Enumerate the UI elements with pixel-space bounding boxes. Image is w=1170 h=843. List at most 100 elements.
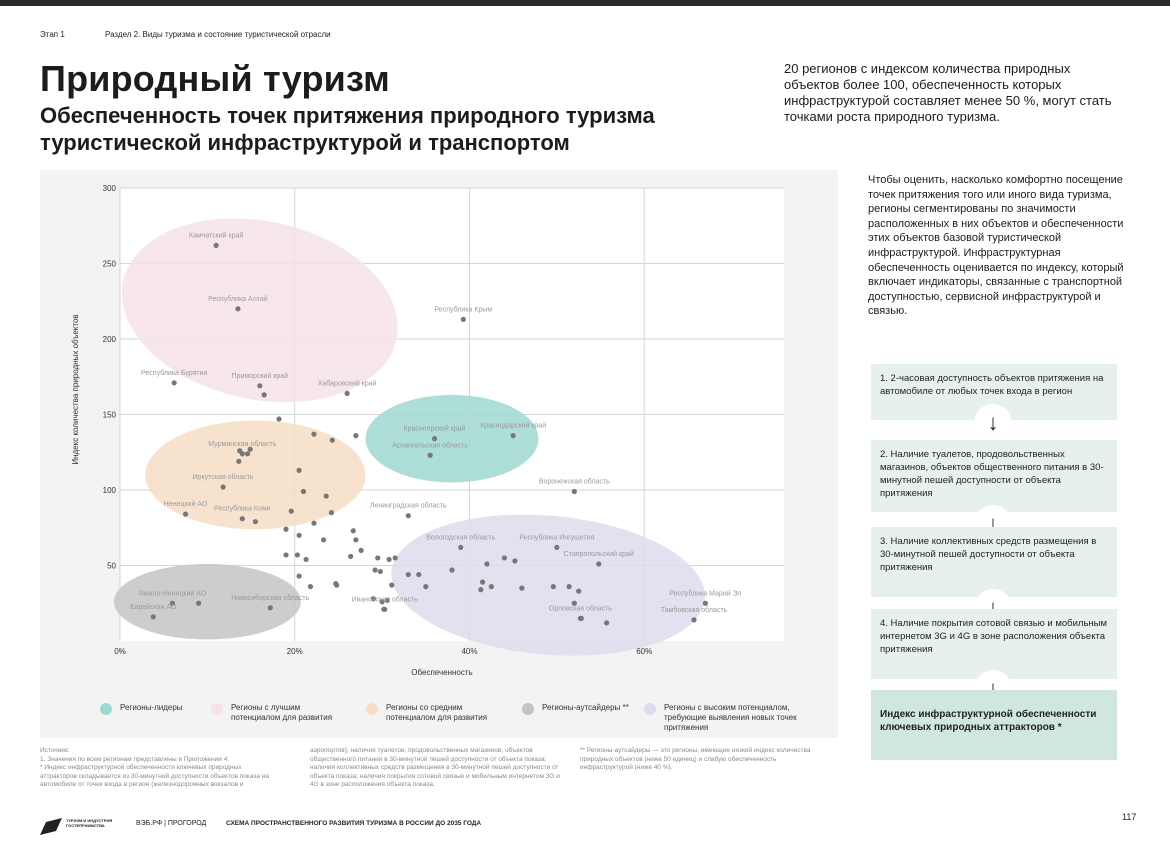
step-2: 2. Наличие туалетов, продовольственных м… xyxy=(871,440,1117,512)
step-final: Индекс инфраструктурной обеспеченности к… xyxy=(871,690,1117,760)
data-point xyxy=(353,537,359,543)
point-label: Республика Крым xyxy=(435,305,493,313)
data-point xyxy=(449,567,455,573)
data-point xyxy=(405,571,411,578)
page-title: Природный туризм xyxy=(40,58,390,99)
y-tick-label: 300 xyxy=(103,184,117,193)
data-point-labeled xyxy=(510,433,516,439)
data-point xyxy=(372,567,378,573)
footnote-col-2: аэропортов); наличия туалетов, продоволь… xyxy=(310,747,560,789)
data-point-labeled xyxy=(458,544,464,550)
data-point xyxy=(512,558,518,564)
data-point xyxy=(307,584,314,590)
data-point xyxy=(389,582,395,588)
data-point-labeled xyxy=(702,600,708,606)
arrow-down-icon: ↓ xyxy=(974,404,1012,442)
point-label: Архангельская область xyxy=(392,441,468,449)
data-point xyxy=(252,519,259,525)
data-point xyxy=(379,599,385,605)
data-point xyxy=(384,597,390,603)
data-point xyxy=(350,528,356,534)
point-label: Ставропольский край xyxy=(564,550,634,558)
legend-item-high-potential: Регионы с высоким потенциалом, требующие… xyxy=(644,703,834,733)
data-point xyxy=(604,620,610,626)
data-point xyxy=(261,392,267,398)
data-point xyxy=(296,467,302,473)
data-point xyxy=(479,579,486,585)
data-point-labeled xyxy=(431,436,438,442)
point-label: Еврейская АО xyxy=(130,603,177,611)
data-point xyxy=(333,581,339,587)
data-point xyxy=(576,588,582,594)
data-point xyxy=(311,520,317,526)
point-label: Орловская область xyxy=(549,604,612,612)
group-leaders-ellipse xyxy=(365,394,539,483)
point-label: Ленинградская область xyxy=(370,502,447,510)
point-label: Красноярский край xyxy=(404,425,466,433)
point-label: Республика Ингушетия xyxy=(519,533,594,541)
point-label: Вологодская область xyxy=(426,533,495,541)
data-point-labeled xyxy=(691,617,697,623)
data-point xyxy=(348,553,354,560)
data-point xyxy=(423,584,429,590)
data-point xyxy=(247,446,253,452)
point-label: Республика Бурятия xyxy=(141,369,207,377)
data-point xyxy=(323,493,329,499)
step-1: 1. 2-часовая доступность объектов притяж… xyxy=(871,364,1117,420)
partner-logo: ВЭБ.РФ | ПРОГОРОД xyxy=(136,820,207,827)
data-point-labeled xyxy=(596,561,602,567)
data-point-labeled xyxy=(235,306,241,312)
data-point xyxy=(276,416,282,422)
data-point xyxy=(329,437,335,443)
data-point-labeled xyxy=(554,544,560,550)
point-label: Ненецкий АО xyxy=(164,500,208,508)
y-tick-label: 50 xyxy=(107,562,116,571)
y-tick-label: 100 xyxy=(103,486,117,495)
data-point-labeled xyxy=(267,605,273,611)
data-point xyxy=(303,556,309,563)
data-point xyxy=(370,596,376,602)
top-bar xyxy=(0,0,1170,6)
document-title: СХЕМА ПРОСТРАНСТВЕННОГО РАЗВИТИЯ ТУРИЗМА… xyxy=(226,820,482,827)
data-point xyxy=(386,556,392,563)
legend-item-outsiders: Регионы-аутсайдеры ** xyxy=(522,703,629,715)
data-point xyxy=(244,451,251,457)
y-tick-label: 150 xyxy=(103,411,117,420)
logo-text: ТУРИЗМ И ИНДУСТРИЯ ГОСТЕПРИИМСТВА xyxy=(66,818,113,828)
legend-item-leaders: Регионы-лидеры xyxy=(100,703,183,715)
chart-legend: Регионы-лидеры Регионы с лучшим потенциа… xyxy=(100,703,840,732)
lead-text: 20 регионов с индексом количества природ… xyxy=(784,61,1112,124)
data-point-labeled xyxy=(460,316,466,322)
point-label: Тамбовская область xyxy=(661,606,728,614)
step-4: 4. Наличие покрытия сотовой связью и моб… xyxy=(871,609,1117,679)
group-medium-potential-ellipse xyxy=(145,420,366,530)
group-high-potential-ellipse xyxy=(391,514,705,656)
x-tick-label: 20% xyxy=(287,647,303,656)
legend-swatch xyxy=(100,703,112,715)
legend-swatch xyxy=(211,703,223,715)
data-point xyxy=(283,526,289,532)
point-label: Республика Алтай xyxy=(208,295,268,303)
data-point-labeled xyxy=(239,451,245,457)
point-label: Краснодарский край xyxy=(480,422,546,430)
data-point-labeled xyxy=(257,383,263,389)
data-point-labeled xyxy=(169,600,176,606)
data-point-labeled xyxy=(382,606,388,612)
page-number: 117 xyxy=(1122,812,1137,822)
data-point xyxy=(377,568,383,575)
data-point xyxy=(300,488,307,495)
point-label: Новосибирская область xyxy=(231,594,309,602)
group-outsiders-ellipse xyxy=(113,563,301,640)
logo-icon xyxy=(40,818,62,835)
data-point-labeled xyxy=(427,452,433,458)
footnote-col-1: Источник: 1. Значения по всем регионам п… xyxy=(40,747,269,789)
data-point xyxy=(392,555,398,561)
data-point xyxy=(478,587,484,593)
data-point-labeled xyxy=(182,511,189,517)
legend-swatch xyxy=(644,703,656,715)
data-point xyxy=(519,585,525,591)
data-point-labeled xyxy=(239,516,245,522)
data-point xyxy=(358,547,364,553)
step-3: 3. Наличие коллективных средств размещен… xyxy=(871,527,1117,597)
chart-svg: 50 100 150 200 250 300 0% 20% 40% 60% Обеспеченнос… xyxy=(71,184,784,677)
